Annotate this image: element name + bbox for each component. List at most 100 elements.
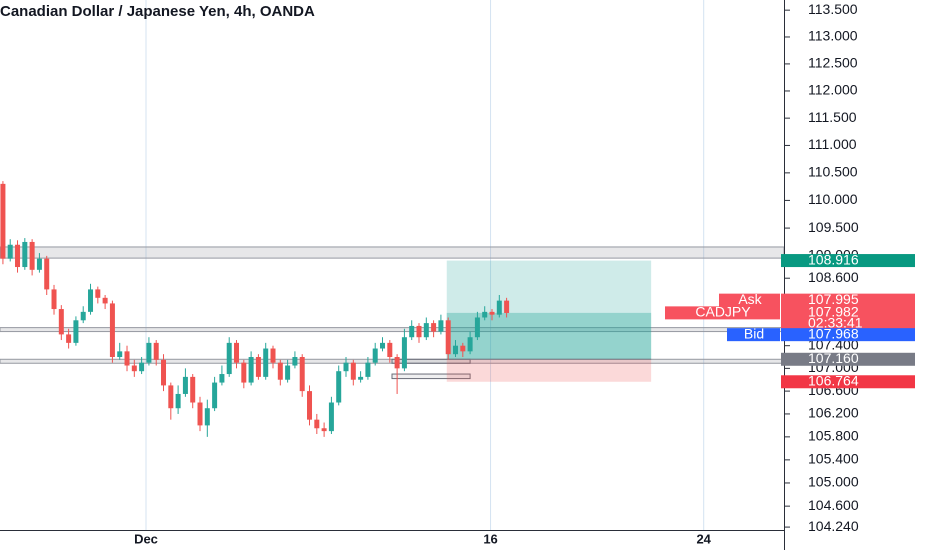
y-tick-label: 112.000 xyxy=(808,82,858,98)
candle-body xyxy=(146,342,152,363)
price-tag xyxy=(781,306,915,331)
y-tick-label: 104.600 xyxy=(808,497,859,513)
price-tag xyxy=(781,352,915,366)
tag-name-box xyxy=(719,293,780,307)
candle-body xyxy=(416,325,422,338)
candle-body xyxy=(168,385,174,409)
candle-body xyxy=(0,183,6,259)
candle-body xyxy=(73,320,79,343)
candle-body xyxy=(263,348,269,377)
tag-name-box xyxy=(665,306,780,320)
candle-body xyxy=(380,342,386,349)
price-tag-label: 108.916 xyxy=(808,251,859,267)
candle-body xyxy=(204,408,210,426)
y-tick-label: 105.400 xyxy=(808,451,859,467)
candle-body xyxy=(292,357,298,366)
candle-body xyxy=(453,345,459,355)
y-tick-label: 104.240 xyxy=(808,518,859,534)
candle-body xyxy=(161,359,167,386)
candle-body xyxy=(219,374,225,383)
candle-body xyxy=(328,402,334,432)
y-tick-label: 111.000 xyxy=(808,136,857,152)
zone xyxy=(0,246,785,259)
y-tick-label: 106.200 xyxy=(808,405,859,421)
candle-body xyxy=(460,345,466,352)
candle-body xyxy=(139,362,145,372)
tag-name: Ask xyxy=(738,291,762,307)
price-tag-label: 107.995 xyxy=(808,291,859,307)
candle-body xyxy=(117,351,123,358)
grid xyxy=(145,0,705,530)
candle-body xyxy=(44,258,50,290)
tag-name: CADJPY xyxy=(695,304,751,320)
y-tick-label: 113.000 xyxy=(808,28,858,44)
candle-body xyxy=(482,311,488,318)
candle-body xyxy=(350,362,356,380)
candle-body xyxy=(15,244,21,268)
candle-body xyxy=(153,342,159,360)
candle-body xyxy=(343,362,349,372)
candle-body xyxy=(489,311,495,315)
candle-body xyxy=(7,244,13,259)
candle-body xyxy=(445,320,451,355)
candle-body xyxy=(423,323,429,338)
open-profit xyxy=(446,312,652,360)
candle-body xyxy=(372,348,378,363)
candle-body xyxy=(226,342,232,375)
price-tag-label: 107.160 xyxy=(808,350,859,366)
candle-body xyxy=(431,323,437,332)
candle-body xyxy=(277,362,283,380)
y-tick-label: 110.500 xyxy=(808,164,858,180)
price-tag xyxy=(781,293,915,307)
candle-body xyxy=(197,402,203,426)
price-tag-label: 107.982 xyxy=(808,304,859,320)
y-tick-label: 105.000 xyxy=(808,474,859,490)
price-tag xyxy=(781,254,915,268)
x-tick-label: Dec xyxy=(134,531,158,546)
candle-body xyxy=(358,376,364,380)
price-tag xyxy=(781,328,915,342)
candle-body xyxy=(387,342,393,358)
candle-body xyxy=(285,365,291,380)
y-tick-label: 109.500 xyxy=(808,219,859,235)
candle-body xyxy=(190,376,196,403)
candle-body xyxy=(307,391,313,420)
candle-body xyxy=(212,382,218,409)
countdown: 02:33:41 xyxy=(808,315,863,331)
candle-body xyxy=(58,309,64,335)
candle-body xyxy=(409,325,415,338)
candle-body xyxy=(270,348,276,363)
candle-body xyxy=(255,357,261,377)
candle-body xyxy=(80,311,86,321)
candle-body xyxy=(438,320,444,332)
candle-body xyxy=(504,300,510,313)
zone xyxy=(0,327,785,333)
tag-name: Bid xyxy=(744,325,764,341)
candle-body xyxy=(321,428,327,432)
price-tag-label: 106.764 xyxy=(808,372,859,388)
y-tick-label: 110.000 xyxy=(808,191,858,207)
y-tick-label: 105.800 xyxy=(808,428,859,444)
box xyxy=(391,358,471,364)
candle-body xyxy=(124,351,130,366)
candle-body xyxy=(29,241,35,270)
candle-body xyxy=(51,289,57,310)
candle-body xyxy=(109,303,115,358)
plot xyxy=(0,181,785,437)
candle-body xyxy=(467,337,473,352)
y-tick-label: 108.600 xyxy=(808,269,859,285)
candle-body xyxy=(394,357,400,369)
box xyxy=(391,373,471,380)
candle-body xyxy=(131,365,137,372)
candle-body xyxy=(314,419,320,429)
candle-body xyxy=(336,371,342,403)
candle-body xyxy=(36,258,42,270)
tag-name-box xyxy=(727,328,780,342)
loss-zone xyxy=(446,359,652,382)
candle-body xyxy=(474,317,480,338)
price-tag xyxy=(781,375,915,389)
price-tag-label: 107.968 xyxy=(808,325,859,341)
candle-body xyxy=(401,337,407,369)
